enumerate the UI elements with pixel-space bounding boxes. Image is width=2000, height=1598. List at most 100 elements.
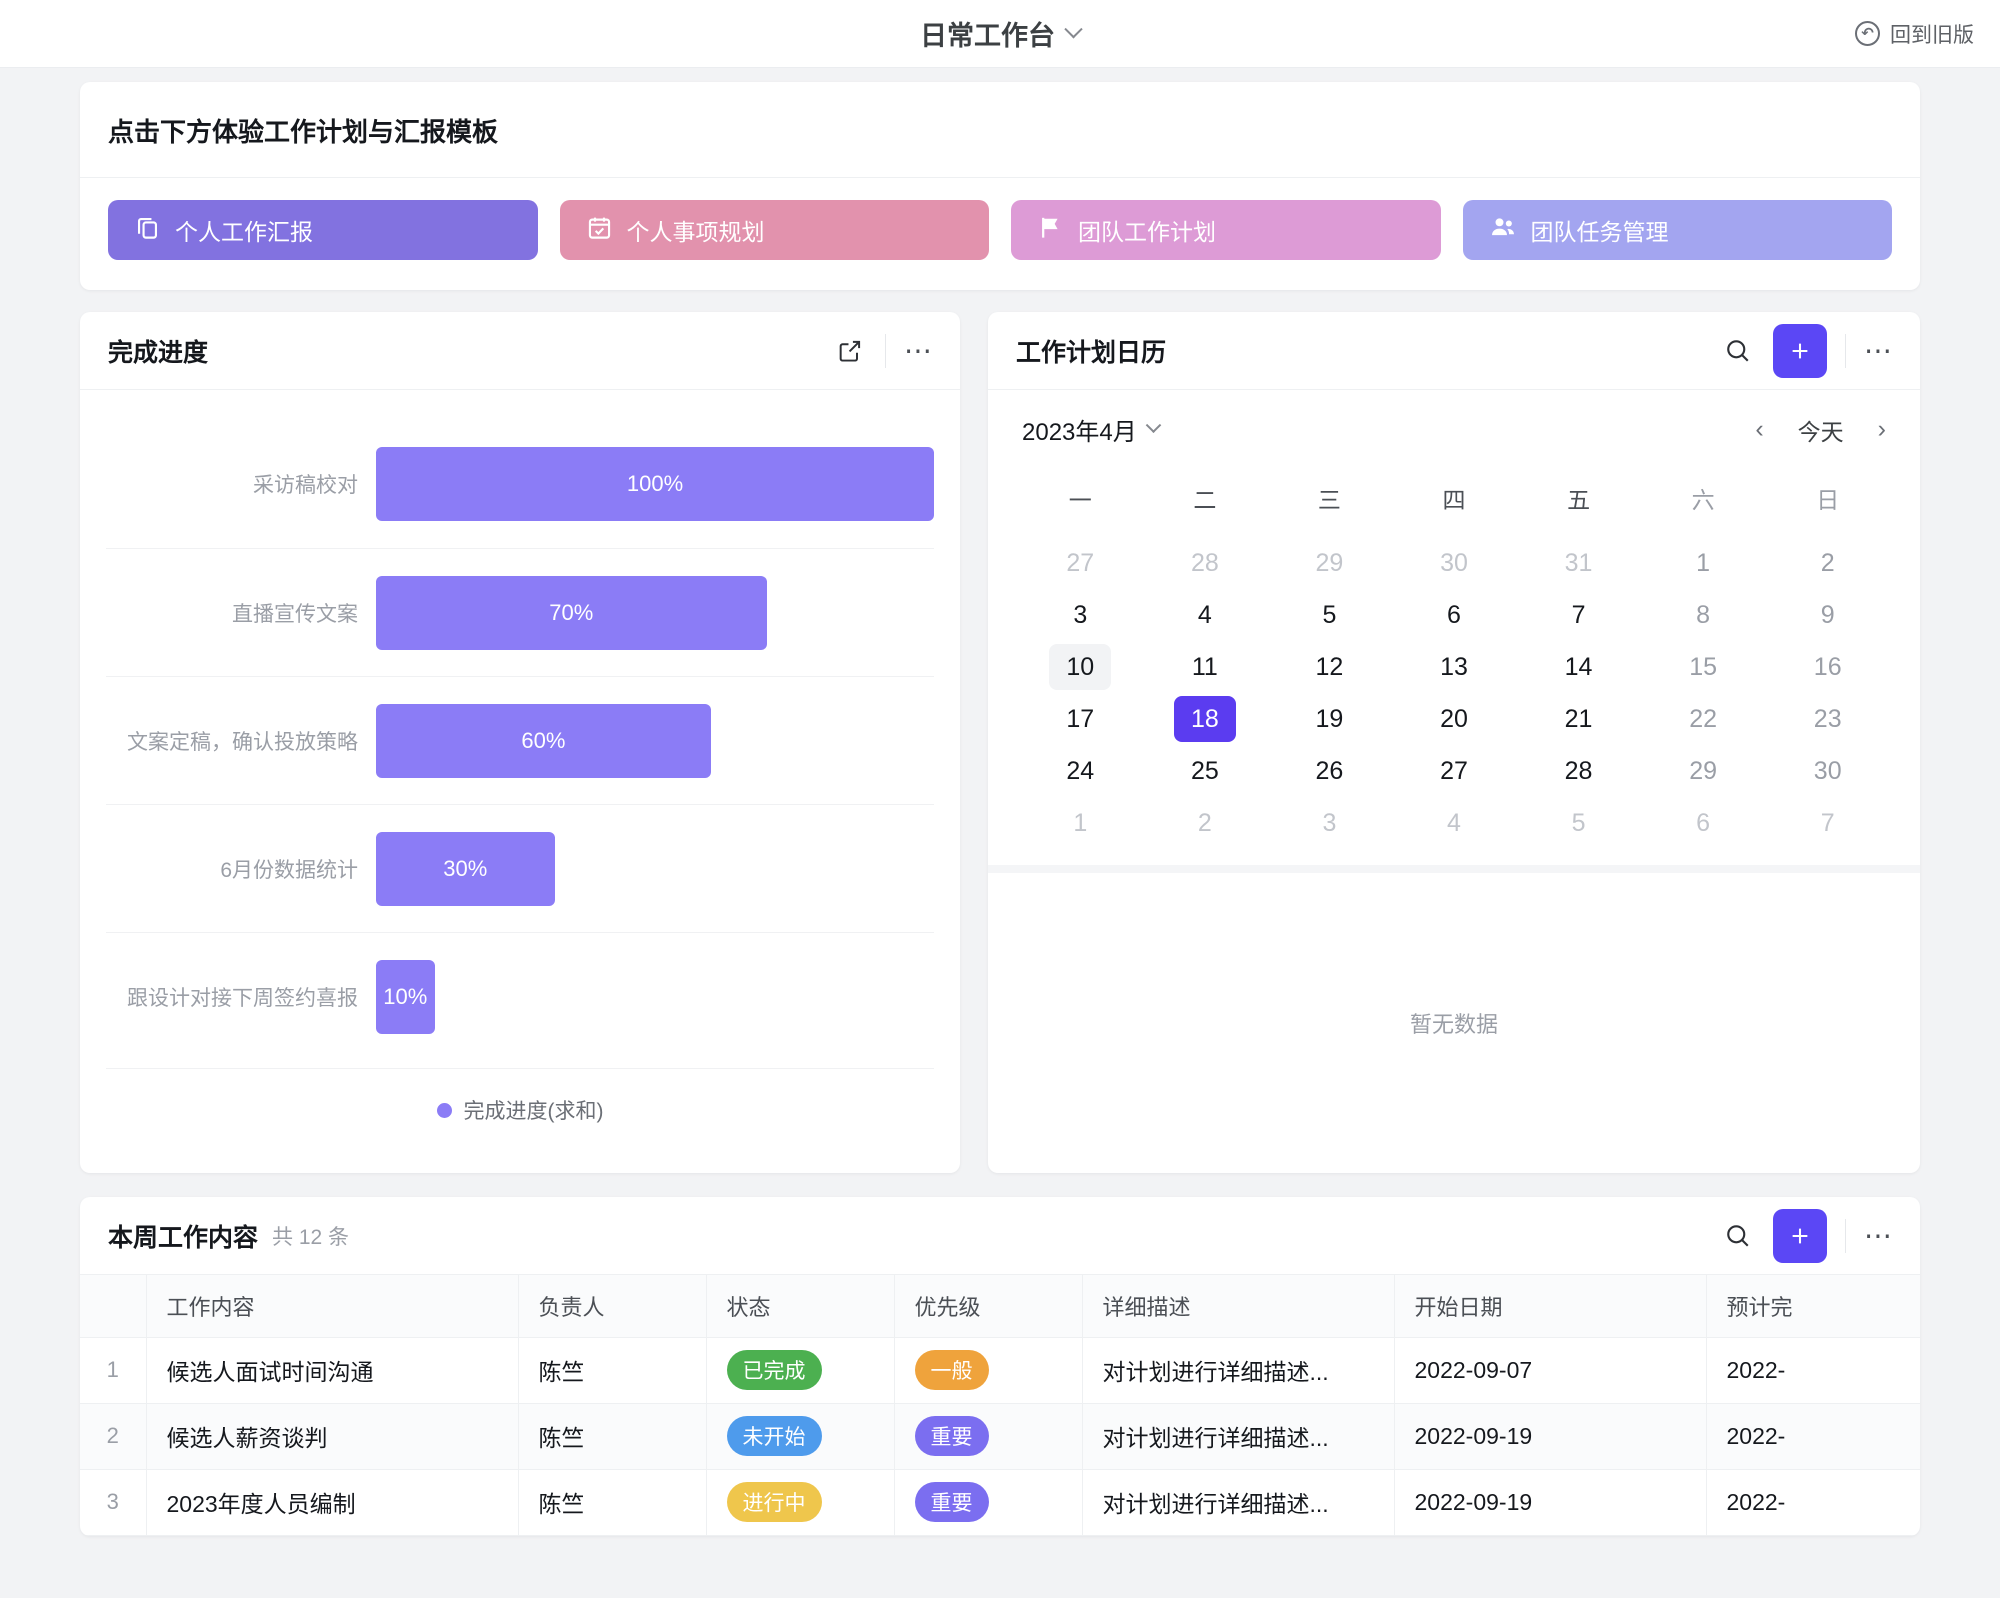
status-badge[interactable]: 进行中 — [726, 1482, 822, 1522]
calendar-day-selected[interactable]: 18 — [1173, 696, 1236, 742]
calendar-day[interactable]: 8 — [1696, 600, 1711, 629]
column-header-index[interactable] — [80, 1275, 147, 1338]
calendar-day[interactable]: 6 — [1447, 600, 1461, 629]
status-badge[interactable]: 未开始 — [726, 1416, 822, 1456]
calendar-day[interactable]: 2 — [1820, 548, 1835, 577]
calendar-day[interactable]: 25 — [1190, 756, 1219, 785]
calendar-day[interactable]: 13 — [1440, 652, 1468, 681]
calendar-day[interactable]: 31 — [1564, 548, 1593, 577]
column-header-due-date[interactable]: 预计完 — [1706, 1275, 1920, 1338]
calendar-day[interactable]: 4 — [1197, 600, 1212, 629]
chevron-right-icon[interactable]: › — [1877, 415, 1886, 443]
status-badge[interactable]: 已完成 — [726, 1350, 822, 1390]
calendar-day[interactable]: 15 — [1689, 652, 1718, 681]
chevron-down-icon[interactable] — [1064, 20, 1083, 39]
calendar-day[interactable]: 30 — [1440, 548, 1468, 577]
calendar-day[interactable]: 17 — [1066, 704, 1095, 733]
cell-start-date[interactable]: 2022-09-07 — [1394, 1337, 1707, 1404]
column-header-description[interactable]: 详细描述 — [1082, 1275, 1395, 1338]
bar-value[interactable]: 100% — [376, 447, 934, 521]
calendar-day[interactable]: 2 — [1197, 808, 1212, 837]
calendar-day[interactable]: 5 — [1322, 600, 1337, 629]
calendar-day[interactable]: 3 — [1322, 808, 1337, 837]
calendar-month-selector[interactable]: 2023年4月 — [1022, 412, 1162, 447]
calendar-day[interactable]: 29 — [1315, 548, 1344, 577]
cell-priority[interactable]: 一般 — [894, 1337, 1083, 1404]
cell-work-content[interactable]: 候选人面试时间沟通 — [146, 1337, 519, 1404]
calendar-day[interactable]: 9 — [1820, 600, 1835, 629]
cell-due-date[interactable]: 2022- — [1706, 1337, 1920, 1404]
calendar-day[interactable]: 27 — [1440, 756, 1468, 785]
bar-value[interactable]: 30% — [376, 831, 555, 906]
column-header-owner[interactable]: 负责人 — [518, 1275, 707, 1338]
priority-badge[interactable]: 一般 — [914, 1350, 989, 1390]
calendar-day[interactable]: 12 — [1315, 652, 1344, 681]
calendar-day[interactable]: 27 — [1066, 548, 1095, 577]
calendar-day[interactable]: 21 — [1564, 704, 1593, 733]
row-index[interactable]: 2 — [80, 1403, 147, 1470]
calendar-day[interactable]: 23 — [1813, 704, 1842, 733]
cell-owner[interactable]: 陈竺 — [518, 1403, 707, 1470]
template-button-personal-report[interactable]: 个人工作汇报 — [108, 200, 538, 260]
chevron-down-icon[interactable] — [1145, 417, 1162, 434]
calendar-day[interactable]: 1 — [1073, 808, 1088, 837]
calendar-day[interactable]: 28 — [1190, 548, 1219, 577]
calendar-day[interactable]: 30 — [1813, 756, 1842, 785]
column-header-start-date[interactable]: 开始日期 — [1394, 1275, 1707, 1338]
search-icon[interactable] — [1721, 1219, 1755, 1253]
calendar-day[interactable]: 26 — [1315, 756, 1344, 785]
more-dots-icon[interactable]: ⋯ — [1864, 334, 1894, 366]
calendar-day[interactable]: 16 — [1813, 652, 1842, 681]
calendar-day[interactable]: 3 — [1073, 600, 1088, 629]
back-to-old-version-button[interactable]: ↶ 回到旧版 — [1855, 19, 1974, 49]
calendar-day[interactable]: 24 — [1066, 756, 1095, 785]
calendar-day[interactable]: 6 — [1696, 808, 1711, 837]
calendar-day[interactable]: 5 — [1571, 808, 1586, 837]
calendar-day[interactable]: 22 — [1689, 704, 1718, 733]
priority-badge[interactable]: 重要 — [914, 1416, 989, 1456]
add-record-button[interactable] — [1773, 1208, 1827, 1263]
cell-priority[interactable]: 重要 — [894, 1403, 1083, 1470]
template-button-team-plan[interactable]: 团队工作计划 — [1011, 200, 1441, 260]
template-button-team-task[interactable]: 团队任务管理 — [1462, 200, 1892, 260]
cell-due-date[interactable]: 2022- — [1706, 1403, 1920, 1470]
row-index[interactable]: 1 — [80, 1337, 147, 1404]
cell-work-content[interactable]: 候选人薪资谈判 — [146, 1403, 519, 1470]
calendar-day[interactable]: 19 — [1315, 704, 1344, 733]
cell-due-date[interactable]: 2022- — [1706, 1469, 1920, 1536]
cell-start-date[interactable]: 2022-09-19 — [1394, 1469, 1707, 1536]
cell-description[interactable]: 对计划进行详细描述... — [1082, 1337, 1395, 1404]
column-header-priority[interactable]: 优先级 — [894, 1275, 1083, 1338]
table-row[interactable]: 3 2023年度人员编制 陈竺 进行中 重要 对计划进行详细描述... 2022-09-19… — [80, 1469, 1920, 1536]
template-button-personal-plan[interactable]: 个人事项规划 — [559, 200, 989, 260]
row-index[interactable]: 3 — [80, 1469, 147, 1536]
cell-status[interactable]: 已完成 — [706, 1337, 895, 1404]
table-row[interactable]: 1 候选人面试时间沟通 陈竺 已完成 一般 对计划进行详细描述... 2022-09-07 2… — [80, 1337, 1920, 1404]
bar-value[interactable]: 70% — [376, 575, 767, 650]
cell-priority[interactable]: 重要 — [894, 1469, 1083, 1536]
calendar-today-button[interactable]: 今天 — [1797, 418, 1844, 445]
calendar-day[interactable]: 28 — [1564, 756, 1593, 785]
cell-description[interactable]: 对计划进行详细描述... — [1082, 1403, 1395, 1470]
workbench-title-dropdown[interactable]: 日常工作台 — [920, 14, 1083, 53]
calendar-day[interactable]: 1 — [1696, 548, 1711, 577]
cell-start-date[interactable]: 2022-09-19 — [1394, 1403, 1707, 1470]
calendar-day[interactable]: 29 — [1689, 756, 1718, 785]
calendar-day[interactable]: 20 — [1440, 704, 1468, 733]
column-header-status[interactable]: 状态 — [706, 1275, 895, 1338]
bar-value[interactable]: 60% — [376, 703, 711, 778]
chevron-left-icon[interactable]: ‹ — [1755, 415, 1764, 443]
cell-work-content[interactable]: 2023年度人员编制 — [146, 1469, 519, 1536]
calendar-day[interactable]: 11 — [1191, 652, 1218, 681]
search-icon[interactable] — [1721, 334, 1755, 368]
cell-status[interactable]: 进行中 — [706, 1469, 895, 1536]
cell-status[interactable]: 未开始 — [706, 1403, 895, 1470]
cell-description[interactable]: 对计划进行详细描述... — [1082, 1469, 1395, 1536]
cell-owner[interactable]: 陈竺 — [518, 1469, 707, 1536]
calendar-day[interactable]: 14 — [1564, 652, 1593, 681]
calendar-day[interactable]: 4 — [1447, 808, 1461, 837]
calendar-day[interactable]: 7 — [1820, 808, 1835, 837]
calendar-day[interactable]: 10 — [1049, 644, 1112, 690]
column-header-content[interactable]: 工作内容 — [146, 1275, 519, 1338]
cell-owner[interactable]: 陈竺 — [518, 1337, 707, 1404]
